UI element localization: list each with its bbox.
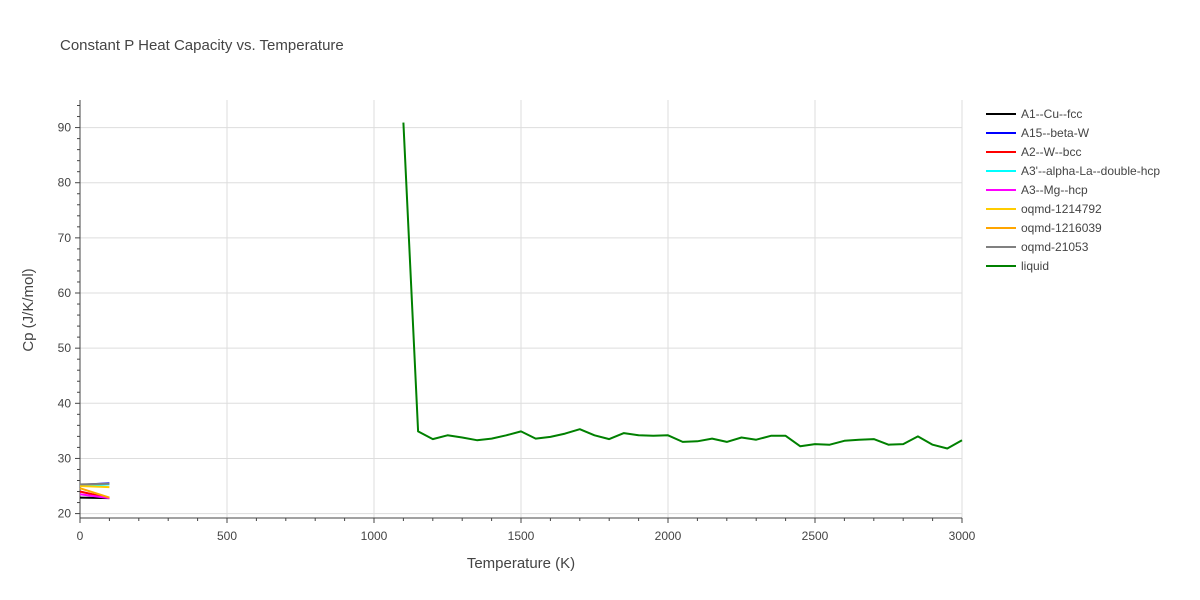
y-tick-label: 60: [58, 286, 72, 300]
legend-label: liquid: [1021, 259, 1049, 273]
legend-item[interactable]: A15--beta-W: [986, 126, 1090, 140]
legend-label: oqmd-1214792: [1021, 202, 1102, 216]
x-tick-label: 2000: [655, 529, 682, 543]
y-tick-label: 20: [58, 507, 72, 521]
series-line-liquid: [402, 122, 963, 450]
grid: [80, 100, 963, 518]
y-tick-label: 70: [58, 231, 72, 245]
x-tick-label: 500: [217, 529, 237, 543]
legend-label: A15--beta-W: [1021, 126, 1090, 140]
legend-item[interactable]: oqmd-1216039: [986, 221, 1102, 235]
legend-item[interactable]: A2--W--bcc: [986, 145, 1081, 159]
x-tick-label: 2500: [802, 529, 829, 543]
y-axis-title: Cp (J/K/mol): [20, 268, 37, 351]
legend-label: oqmd-21053: [1021, 240, 1089, 254]
y-tick-label: 50: [58, 341, 72, 355]
x-tick-label: 0: [77, 529, 84, 543]
series-group: [79, 122, 963, 500]
legend-item[interactable]: oqmd-1214792: [986, 202, 1102, 216]
series-line-oqmd-21053: [79, 482, 110, 486]
legend-item[interactable]: A3'--alpha-La--double-hcp: [986, 164, 1160, 178]
series-line-oqmd-1216039: [79, 487, 110, 499]
legend-label: A2--W--bcc: [1021, 145, 1081, 159]
legend-label: A3'--alpha-La--double-hcp: [1021, 164, 1160, 178]
chart-title: Constant P Heat Capacity vs. Temperature: [60, 37, 344, 54]
x-tick-label: 1500: [508, 529, 535, 543]
y-tick-label: 80: [58, 176, 72, 190]
legend-label: oqmd-1216039: [1021, 221, 1102, 235]
legend-item[interactable]: A3--Mg--hcp: [986, 183, 1088, 197]
y-tick-label: 40: [58, 396, 72, 410]
x-tick-label: 3000: [949, 529, 976, 543]
legend-item[interactable]: A1--Cu--fcc: [986, 107, 1082, 121]
legend-item[interactable]: oqmd-21053: [986, 240, 1089, 254]
legend-label: A3--Mg--hcp: [1021, 183, 1088, 197]
legend-label: A1--Cu--fcc: [1021, 107, 1082, 121]
y-tick-label: 30: [58, 451, 72, 465]
legend: A1--Cu--fcc A15--beta-W A2--W--bcc A3'--alp…: [986, 107, 1160, 273]
y-axis-ticks: 20 30 40 50 60 70 80 90: [58, 105, 80, 521]
x-axis-ticks: 0 500 1000 1500 2000 2500 3000: [77, 518, 976, 543]
y-tick-label: 90: [58, 121, 72, 135]
series-line-A3--Mg--hcp: [79, 493, 110, 500]
x-axis-title: Temperature (K): [467, 555, 575, 572]
legend-item[interactable]: liquid: [986, 259, 1049, 273]
x-tick-label: 1000: [361, 529, 388, 543]
series-line-oqmd-1214792: [79, 485, 110, 489]
